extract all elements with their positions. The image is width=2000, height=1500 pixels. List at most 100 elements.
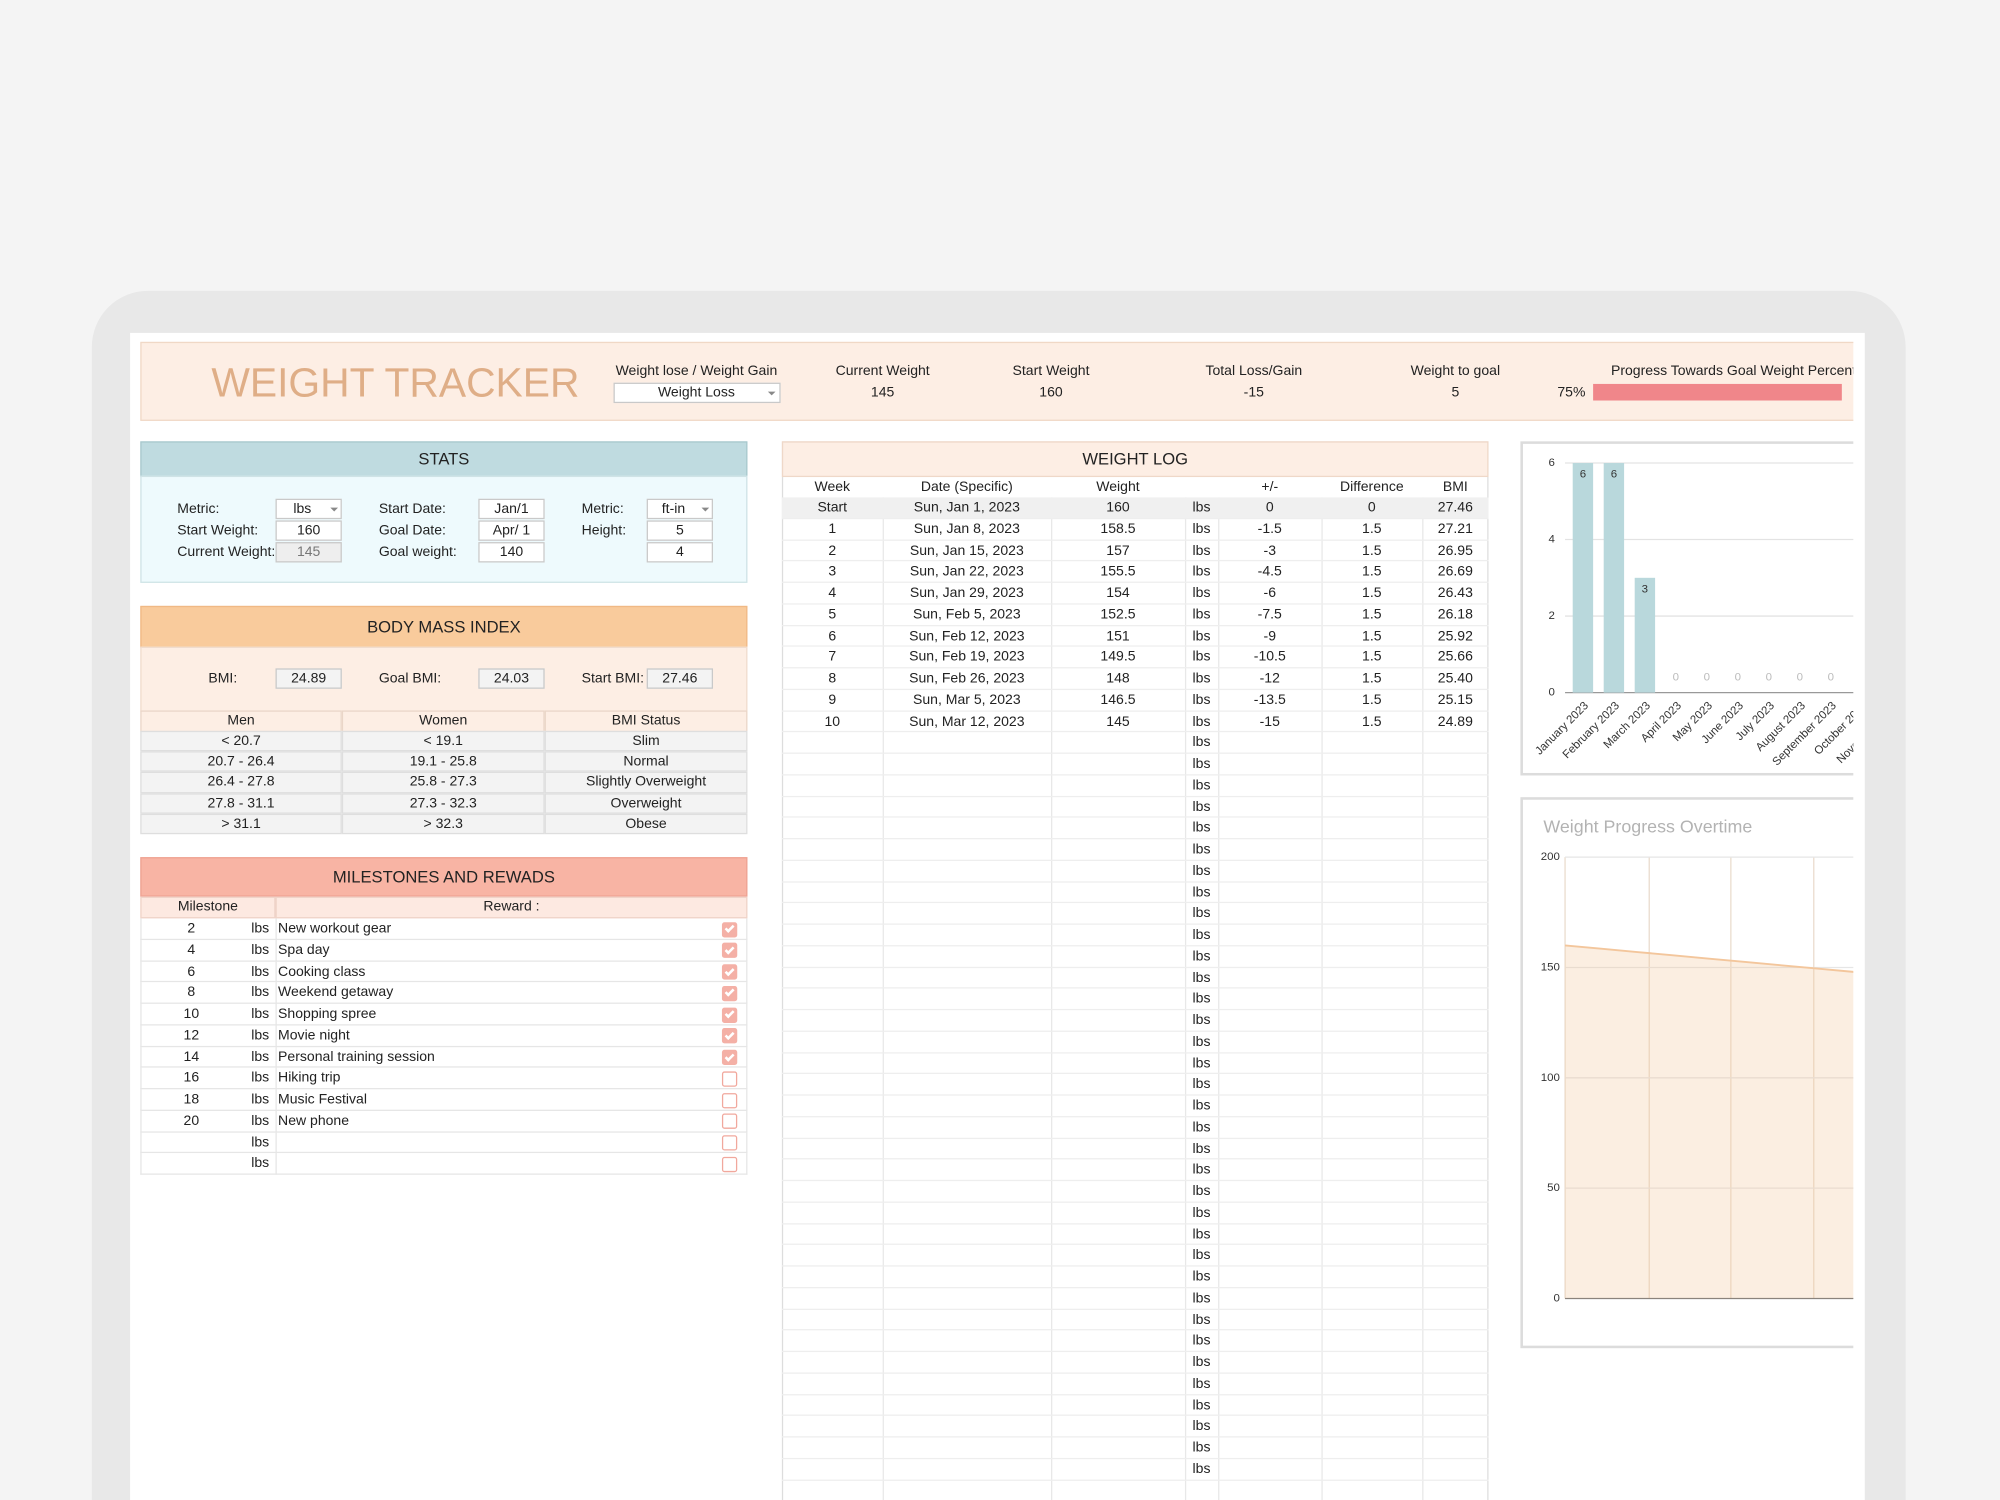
log-value: 6 — [828, 628, 837, 644]
table-row — [781, 1395, 1489, 1417]
checkbox-checked[interactable] — [721, 1007, 738, 1023]
input-box — [646, 542, 714, 563]
y-tick-label: 100 — [1541, 1072, 1560, 1084]
field-label: Start BMI: — [581, 670, 645, 687]
field-label: Start Date: — [378, 501, 446, 517]
progress-bar — [1593, 383, 1842, 401]
milestone-value: 8 — [187, 985, 196, 1001]
table-cell — [341, 730, 545, 752]
field-label: Goal weight: — [378, 544, 457, 560]
log-value: 26.95 — [1437, 542, 1473, 559]
table-row — [781, 861, 1489, 883]
table-row — [140, 1067, 748, 1090]
reward: Cooking class — [278, 963, 366, 979]
log-value: lbs — [1192, 564, 1211, 580]
table-row — [781, 1202, 1489, 1224]
y-tick-label: 0 — [1554, 1293, 1560, 1305]
milestone-value: 12 — [183, 1027, 200, 1044]
log-unit: lbs — [1192, 799, 1211, 815]
log-value: 1 — [828, 521, 837, 537]
table-value: 25.8 - 27.3 — [409, 774, 477, 791]
column-header: BMI — [1442, 479, 1468, 495]
y-tick-label: 0 — [1548, 687, 1554, 699]
checkbox[interactable] — [721, 1135, 738, 1151]
log-value: 149.5 — [1100, 649, 1136, 665]
checkbox-checked[interactable] — [721, 921, 738, 937]
cell-divider — [275, 982, 277, 1004]
milestone-unit: lbs — [251, 985, 270, 1001]
input-box — [478, 542, 545, 563]
table-row — [781, 519, 1489, 541]
log-unit: lbs — [1192, 841, 1211, 858]
table-row — [781, 1352, 1489, 1374]
checkbox[interactable] — [721, 1092, 738, 1108]
table-row — [781, 1416, 1489, 1438]
log-value: 5 — [828, 606, 837, 623]
dropdown[interactable] — [275, 498, 342, 520]
dropdown[interactable] — [613, 382, 781, 404]
table-row — [781, 903, 1489, 925]
log-unit: lbs — [1192, 1205, 1211, 1221]
log-value: 4 — [828, 585, 837, 601]
chart-title: Weight Progress Overtime — [1543, 817, 1752, 837]
checkbox[interactable] — [721, 1071, 738, 1087]
checkbox-checked[interactable] — [721, 942, 738, 959]
milestone-unit: lbs — [251, 1049, 270, 1065]
table-row — [140, 918, 748, 940]
section-title: MILESTONES AND REWADS — [332, 867, 555, 887]
milestone-value: 4 — [187, 942, 196, 958]
log-unit: lbs — [1192, 905, 1211, 922]
log-value: Start — [817, 500, 848, 516]
table-row — [140, 1110, 748, 1133]
log-unit: lbs — [1192, 927, 1211, 943]
table-row — [781, 690, 1489, 712]
log-unit: lbs — [1192, 970, 1211, 986]
field-value: 145 — [296, 544, 321, 560]
table-header-cell — [140, 896, 276, 919]
checkbox-checked[interactable] — [721, 1028, 738, 1044]
log-unit: lbs — [1192, 820, 1211, 836]
table-value: Slim — [632, 733, 660, 749]
table-row — [781, 540, 1489, 562]
area — [1565, 945, 1854, 1299]
log-unit: lbs — [1192, 863, 1211, 879]
field-label: Weight to goal — [1410, 363, 1501, 379]
milestone-unit: lbs — [251, 920, 270, 937]
dropdown[interactable] — [646, 498, 714, 520]
log-value: 152.5 — [1100, 606, 1136, 623]
checkbox[interactable] — [721, 1156, 738, 1172]
log-value: 27.46 — [1437, 500, 1473, 516]
column-header: Men — [227, 713, 255, 729]
input-box — [646, 668, 714, 689]
log-unit: lbs — [1192, 1034, 1211, 1050]
table-value: Overweight — [610, 795, 682, 811]
table-value: Normal — [623, 754, 669, 770]
log-value: lbs — [1192, 606, 1211, 623]
log-value: 25.15 — [1437, 692, 1473, 708]
log-value: 154 — [1106, 585, 1130, 601]
column-header: Difference — [1339, 479, 1404, 495]
milestone-value: 16 — [183, 1070, 200, 1086]
field-label: Goal Date: — [378, 522, 446, 539]
checkbox-checked[interactable] — [721, 964, 738, 980]
checkbox-checked[interactable] — [721, 1049, 738, 1066]
milestones-header — [140, 857, 748, 897]
y-tick-label: 2 — [1548, 610, 1554, 622]
column-header: Week — [814, 479, 851, 495]
input-box — [275, 542, 342, 563]
checkbox[interactable] — [721, 1113, 738, 1130]
table-row — [781, 1373, 1489, 1395]
app-title: WEIGHT TRACKER — [211, 359, 580, 406]
table-row — [781, 1010, 1489, 1032]
checkbox-checked[interactable] — [721, 985, 738, 1001]
table-value: > 31.1 — [221, 816, 261, 832]
y-tick-label: 50 — [1547, 1182, 1560, 1194]
table-row — [781, 1053, 1489, 1075]
cell-divider — [275, 1153, 277, 1175]
dropdown-arrow — [330, 507, 339, 512]
field-label: Start Weight: — [177, 522, 259, 539]
data-label: 0 — [1828, 671, 1834, 683]
log-value: Sun, Mar 5, 2023 — [913, 692, 1021, 708]
data-label: 3 — [1642, 583, 1648, 595]
